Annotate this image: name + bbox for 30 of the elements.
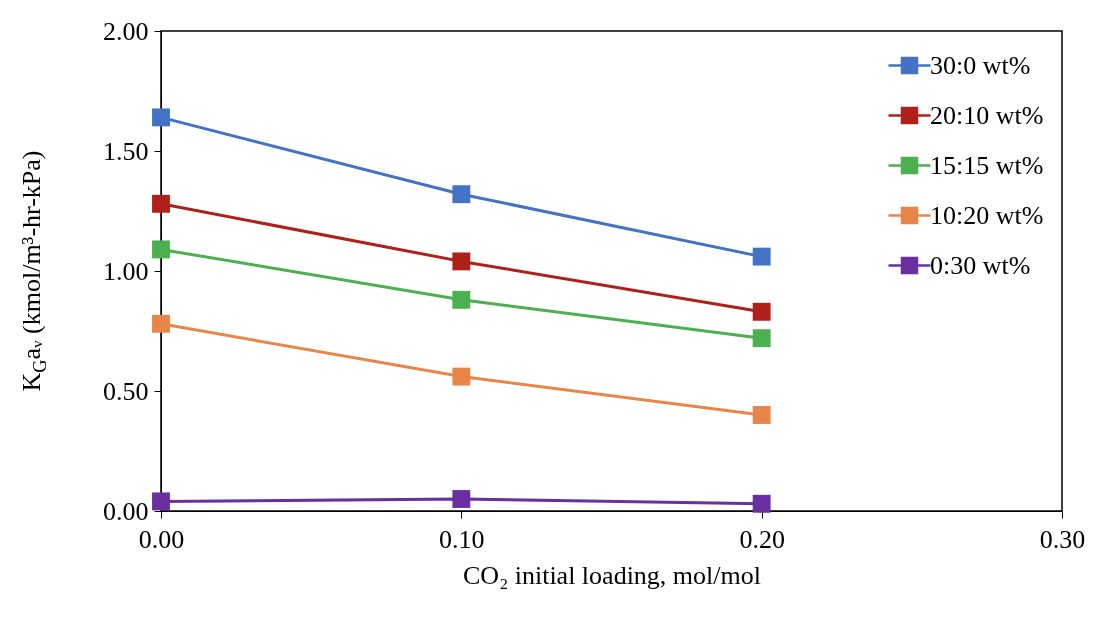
x-tick-label: 0.30: [1039, 524, 1086, 554]
point: [152, 314, 170, 333]
point: [452, 367, 471, 386]
point: [152, 194, 170, 213]
point: [452, 252, 471, 271]
y-tick-label: 2.00: [103, 16, 149, 46]
point: [452, 290, 471, 309]
y-tick-label: 0.50: [103, 376, 149, 406]
point: [752, 247, 771, 266]
legend-label: 10:20 wt%: [930, 200, 1044, 230]
point: [752, 302, 771, 321]
y-tick-label: 1.50: [103, 136, 149, 166]
x-tick-label: 0.00: [138, 524, 185, 554]
legend-label: 30:0 wt%: [930, 50, 1031, 80]
point: [452, 185, 471, 204]
point: [752, 329, 771, 348]
point: [152, 108, 170, 127]
point: [152, 240, 170, 259]
legend-label: 20:10 wt%: [930, 100, 1044, 130]
point: [752, 494, 771, 513]
x-axis-title: CO₂ initial loading, mol/mol: [463, 560, 761, 590]
point: [152, 492, 170, 511]
x-tick-label: 0.20: [739, 524, 785, 554]
point: [752, 406, 771, 424]
y-tick-label: 0.00: [103, 496, 149, 526]
legend-label: 15:15 wt%: [930, 150, 1044, 180]
y-tick-label: 1.00: [103, 256, 149, 286]
legend-label: 0:30 wt%: [930, 250, 1031, 280]
point: [452, 490, 471, 508]
x-tick-label: 0.10: [439, 524, 485, 554]
